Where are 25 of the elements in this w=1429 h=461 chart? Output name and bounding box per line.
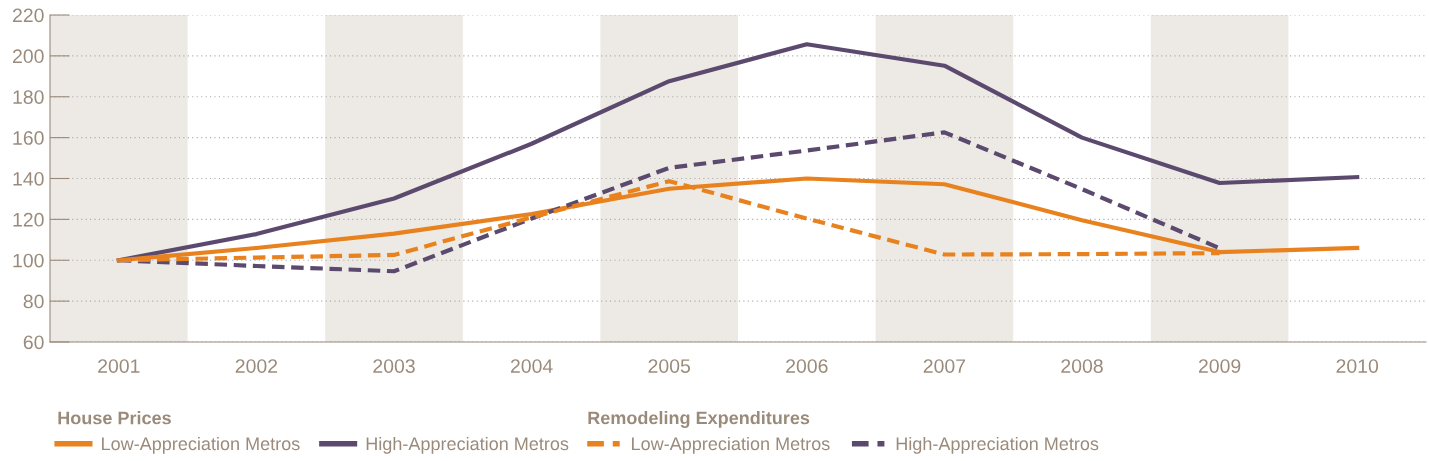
text: House Prices: [58, 411, 171, 425]
legend-label: Low-Appreciation Metros: [632, 436, 830, 454]
x-tick-label: 2009: [1198, 359, 1241, 373]
legend-label: High-Appreciation Metros: [366, 436, 569, 454]
y-tick-label: 220: [12, 8, 44, 23]
x-tick-label: 2006: [786, 359, 828, 373]
x-tick-label: 2003: [373, 359, 415, 373]
y-tick-label: 120: [13, 212, 44, 227]
x-tick-label: 2008: [1061, 359, 1103, 373]
x-tick-label: 2007: [923, 359, 966, 373]
y-tick-label: 140: [13, 171, 44, 186]
x-tick-label: 2010: [1336, 359, 1379, 373]
legend-label: High-Appreciation Metros: [896, 436, 1099, 454]
y-tick-label: 80: [23, 294, 44, 309]
y-tick-label: 180: [13, 90, 44, 104]
legend-label: Low-Appreciation Metros: [102, 436, 300, 454]
x-tick-label: 2004: [510, 359, 553, 373]
y-tick-label: 160: [13, 131, 44, 145]
y-tick-label: 60: [23, 335, 44, 350]
text: Remodeling Expenditures: [588, 411, 810, 428]
x-tick-label: 2005: [648, 359, 691, 373]
y-tick-label: 100: [13, 253, 44, 268]
x-tick-label: 2001: [98, 359, 140, 373]
y-tick-label: 200: [12, 49, 44, 64]
x-tick-label: 2002: [235, 359, 278, 373]
